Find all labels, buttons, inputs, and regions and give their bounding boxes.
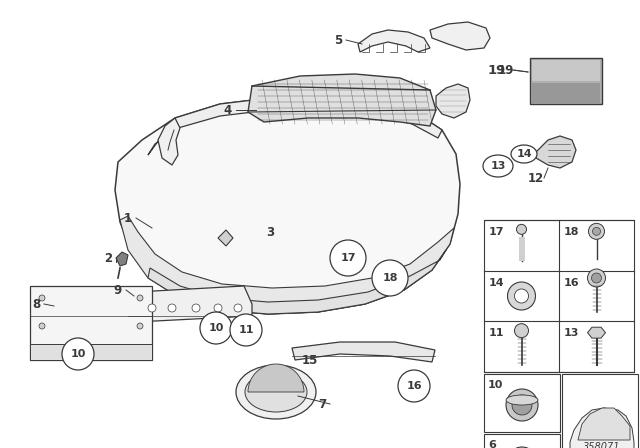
Text: 358071: 358071	[582, 442, 620, 448]
Bar	[484, 374, 560, 432]
Polygon shape	[116, 252, 128, 266]
Ellipse shape	[236, 365, 316, 419]
Circle shape	[512, 395, 532, 415]
Text: 15: 15	[302, 353, 318, 366]
Circle shape	[214, 304, 222, 312]
Polygon shape	[536, 136, 576, 168]
Text: 17: 17	[340, 253, 356, 263]
Circle shape	[515, 289, 529, 303]
Polygon shape	[578, 408, 630, 440]
Circle shape	[591, 273, 602, 283]
Polygon shape	[120, 216, 454, 314]
Polygon shape	[430, 22, 490, 50]
Bar	[30, 344, 152, 360]
Bar	[484, 434, 560, 448]
Text: 1: 1	[124, 211, 132, 224]
Circle shape	[508, 282, 536, 310]
Ellipse shape	[245, 372, 307, 412]
Text: 16: 16	[406, 381, 422, 391]
Text: 4: 4	[224, 103, 232, 116]
Text: 12: 12	[528, 172, 544, 185]
Polygon shape	[588, 327, 605, 338]
Bar	[530, 58, 602, 104]
Circle shape	[516, 224, 527, 234]
Circle shape	[39, 295, 45, 301]
Polygon shape	[248, 74, 436, 126]
Ellipse shape	[483, 155, 513, 177]
Text: 14: 14	[489, 278, 504, 288]
Polygon shape	[436, 84, 470, 118]
Polygon shape	[148, 250, 446, 314]
Text: 10: 10	[70, 349, 86, 359]
Circle shape	[192, 304, 200, 312]
Polygon shape	[148, 96, 442, 155]
Text: 19: 19	[488, 64, 506, 77]
Circle shape	[137, 295, 143, 301]
Circle shape	[168, 304, 176, 312]
Circle shape	[137, 323, 143, 329]
Circle shape	[39, 323, 45, 329]
Bar	[518, 237, 525, 261]
Circle shape	[230, 314, 262, 346]
Polygon shape	[128, 286, 252, 322]
Circle shape	[506, 389, 538, 421]
Circle shape	[589, 224, 605, 239]
Bar	[532, 60, 600, 81]
Text: 11: 11	[489, 328, 504, 338]
Text: 17: 17	[489, 227, 504, 237]
Bar	[532, 83, 600, 103]
Polygon shape	[158, 118, 180, 165]
Text: 19: 19	[498, 64, 514, 77]
Circle shape	[588, 269, 605, 287]
Text: 2: 2	[104, 251, 112, 264]
Circle shape	[372, 260, 408, 296]
Text: 10: 10	[488, 380, 504, 390]
Circle shape	[515, 323, 529, 338]
Text: 13: 13	[564, 328, 579, 338]
Circle shape	[507, 447, 537, 448]
Bar	[562, 374, 638, 448]
Text: 7: 7	[318, 397, 326, 410]
Circle shape	[398, 370, 430, 402]
Polygon shape	[115, 96, 460, 314]
Polygon shape	[570, 408, 634, 448]
Circle shape	[200, 312, 232, 344]
Text: 3: 3	[266, 225, 274, 238]
Text: 18: 18	[564, 227, 579, 237]
Text: 11: 11	[238, 325, 253, 335]
Bar	[30, 286, 152, 360]
Text: 16: 16	[564, 278, 580, 288]
Polygon shape	[358, 30, 430, 52]
Ellipse shape	[511, 145, 537, 163]
Circle shape	[234, 304, 242, 312]
Text: 14: 14	[516, 149, 532, 159]
Polygon shape	[218, 230, 233, 246]
Wedge shape	[248, 364, 304, 392]
Text: 10: 10	[208, 323, 224, 333]
Polygon shape	[292, 342, 435, 362]
Circle shape	[148, 304, 156, 312]
Text: 9: 9	[114, 284, 122, 297]
Circle shape	[330, 240, 366, 276]
Text: 18: 18	[382, 273, 397, 283]
Text: 5: 5	[334, 34, 342, 47]
Text: 6: 6	[488, 440, 496, 448]
Ellipse shape	[506, 395, 538, 405]
Bar	[484, 220, 634, 372]
Circle shape	[62, 338, 94, 370]
Text: 8: 8	[32, 297, 40, 310]
Text: 13: 13	[490, 161, 506, 171]
Circle shape	[593, 227, 600, 235]
